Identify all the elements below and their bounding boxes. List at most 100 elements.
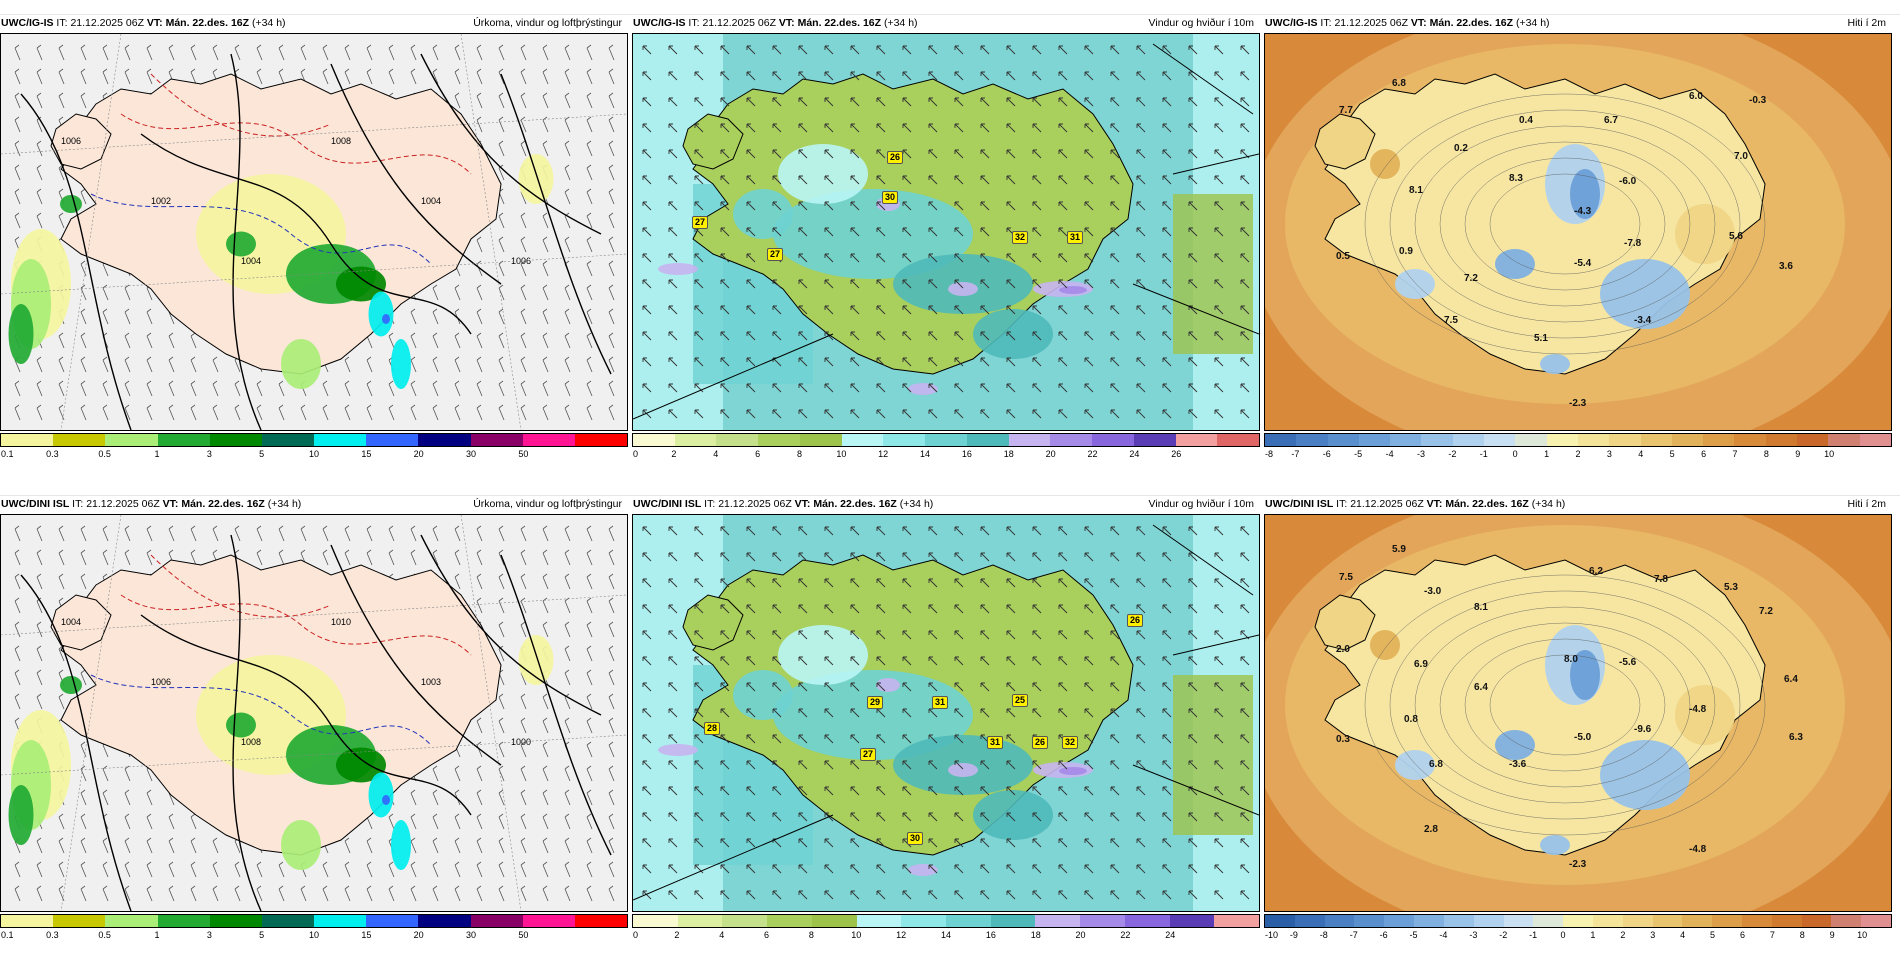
wind-barb — [586, 68, 593, 85]
wind-arrow — [772, 812, 782, 822]
wind-barb — [14, 669, 21, 686]
wind-arrow — [1188, 201, 1198, 211]
wind-arrow — [1006, 123, 1016, 133]
map-view[interactable] — [1264, 33, 1892, 431]
wind-arrow — [824, 864, 834, 874]
wind-arrow — [980, 357, 990, 367]
wind-barb — [146, 525, 153, 542]
wind-arrow — [876, 175, 886, 185]
wind-barb — [80, 573, 87, 590]
wind-barb — [80, 380, 87, 397]
wind-arrow — [1136, 305, 1146, 315]
color-scale-ticks: 0 2 4 6 8 10 12 14 16 18 20 22 24 26 — [632, 449, 1260, 461]
map-view[interactable] — [632, 33, 1260, 431]
wind-arrow — [1110, 357, 1120, 367]
wind-arrow — [694, 890, 704, 900]
wind-arrow — [1110, 812, 1120, 822]
wind-barb — [608, 68, 615, 85]
map-view[interactable] — [1264, 514, 1892, 912]
wind-arrow — [642, 656, 652, 666]
wind-barb — [388, 44, 395, 61]
map-view[interactable] — [632, 514, 1260, 912]
wind-arrow — [1240, 383, 1250, 393]
wind-barb — [234, 44, 241, 61]
wind-arrow — [980, 149, 990, 159]
wind-barb — [168, 404, 175, 421]
wind-arrow — [772, 227, 782, 237]
wind-arrow — [980, 253, 990, 263]
wind-arrow — [1084, 604, 1094, 614]
wind-arrow — [1110, 760, 1120, 770]
wind-arrow — [928, 409, 938, 419]
wind-arrow — [642, 201, 652, 211]
wind-arrow — [902, 201, 912, 211]
wind-arrow — [824, 786, 834, 796]
wind-arrow — [1006, 682, 1016, 692]
wind-barb — [366, 861, 373, 878]
wind-arrow — [798, 864, 808, 874]
wind-arrow — [850, 708, 860, 718]
wind-barb — [564, 236, 571, 253]
wind-barb — [234, 380, 241, 397]
wind-arrow — [928, 279, 938, 289]
scale-tick-label: 0.1 — [1, 449, 14, 459]
wind-arrow — [1136, 149, 1146, 159]
scale-tick-label: 6 — [1701, 449, 1707, 459]
wind-arrow — [1240, 279, 1250, 289]
wind-arrow — [1214, 71, 1224, 81]
wind-barb — [476, 597, 483, 614]
wind-barb — [212, 885, 219, 902]
wind-arrow — [1032, 864, 1042, 874]
color-scale-segment — [1533, 915, 1564, 927]
wind-barb — [146, 404, 153, 421]
wind-arrow — [1110, 45, 1120, 55]
panel-header: UWC/DINI ISL IT: 21.12.2025 06Z VT: Mán.… — [632, 496, 1260, 512]
wind-barb — [366, 837, 373, 854]
temperature-label: -2.3 — [1569, 859, 1587, 870]
wind-barb — [366, 404, 373, 421]
wind-barb — [520, 621, 527, 638]
scale-tick-label: 0.3 — [46, 930, 59, 940]
wind-arrow — [694, 760, 704, 770]
wind-barb — [542, 116, 549, 133]
scale-tick-label: 20 — [1075, 930, 1086, 940]
wind-barb — [80, 68, 87, 85]
wind-barb — [564, 813, 571, 830]
wind-arrow — [1240, 71, 1250, 81]
color-scale-segment — [1801, 915, 1832, 927]
wind-barb — [14, 549, 21, 566]
wind-arrow — [850, 123, 860, 133]
vt-label: VT: — [146, 17, 163, 29]
precipitation-layer — [8, 635, 554, 870]
wind-barb — [278, 549, 285, 566]
wind-barb — [454, 380, 461, 397]
wind-barb — [36, 669, 43, 686]
wind-arrow — [1058, 331, 1068, 341]
map-view[interactable]: 100410061008101010031000 — [0, 514, 628, 912]
scale-tick-label: 1 — [1544, 449, 1550, 459]
wind-barb — [256, 525, 263, 542]
wind-arrow — [642, 331, 652, 341]
wind-arrow — [824, 760, 834, 770]
wind-barb — [14, 693, 21, 710]
temperature-label: 5.6 — [1729, 231, 1743, 242]
wind-barb — [124, 44, 131, 61]
wind-barb — [14, 68, 21, 85]
temperature-label: -7.8 — [1624, 238, 1642, 249]
wind-arrow — [1136, 578, 1146, 588]
wind-arrow — [1240, 409, 1250, 419]
wind-arrow — [1006, 409, 1016, 419]
wind-arrow — [772, 45, 782, 55]
gust-value-badge: 32 — [1012, 231, 1029, 244]
wind-barb — [564, 765, 571, 782]
map-view[interactable]: 100610021004100810041006 — [0, 33, 628, 431]
wind-barb — [586, 332, 593, 349]
wind-barb — [80, 356, 87, 373]
wind-arrow — [746, 812, 756, 822]
wind-arrow — [694, 279, 704, 289]
wind-arrow — [954, 656, 964, 666]
wind-barb — [168, 332, 175, 349]
product-title: Hiti í 2m — [1847, 498, 1886, 510]
wind-arrow — [1110, 838, 1120, 848]
wind-arrow — [694, 175, 704, 185]
